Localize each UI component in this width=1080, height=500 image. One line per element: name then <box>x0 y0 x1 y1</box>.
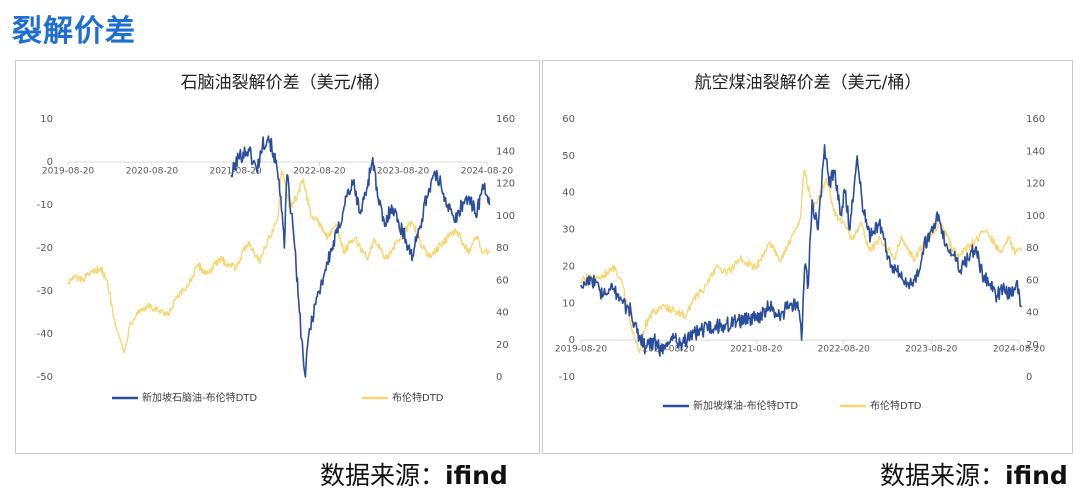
y-left-tick-label: 30 <box>562 225 575 236</box>
y-left-tick-label: -40 <box>37 329 53 340</box>
legend-label: 新加坡煤油-布伦特DTD <box>693 399 798 412</box>
y-right-tick-label: 40 <box>496 308 509 319</box>
source-label: 数据来源： <box>880 461 1006 490</box>
y-right-tick-label: 40 <box>1026 308 1039 319</box>
x-tick-label: 2023-08-20 <box>377 167 430 177</box>
y-right-tick-label: 20 <box>496 340 509 351</box>
data-source-right: 数据来源：ifind <box>880 456 1068 492</box>
y-left-tick-label: 0 <box>569 335 575 346</box>
x-tick-label: 2019-08-20 <box>555 345 608 355</box>
y-right-tick-label: 160 <box>496 114 515 125</box>
jet-fuel-crack-chart: 航空煤油裂解价差（美元/桶） 2019-08-20 2020-08-20 2021-0… <box>555 73 1046 412</box>
y-left-tick-label: 10 <box>562 298 575 309</box>
y-right-tick-label: 120 <box>496 179 515 190</box>
y-right-tick-label: 0 <box>496 372 502 383</box>
y-right-tick-label: 140 <box>1026 146 1045 157</box>
y-left-tick-label: -10 <box>559 372 575 383</box>
y-right-tick-label: 140 <box>496 146 515 157</box>
series-line-brent <box>580 169 1023 354</box>
y-right-tick-label: 0 <box>1026 372 1032 383</box>
chart-title: 石脑油裂解价差（美元/桶） <box>181 73 391 93</box>
y-left-tick-label: -10 <box>37 200 53 211</box>
legend-label: 新加坡石脑油-布伦特DTD <box>142 391 257 404</box>
chart-title: 航空煤油裂解价差（美元/桶） <box>695 73 922 93</box>
y-right-tick-label: 160 <box>1026 114 1045 125</box>
legend-label: 布伦特DTD <box>870 399 922 412</box>
y-left-tick-label: 50 <box>562 151 575 162</box>
x-tick-label: 2020-08-20 <box>126 167 179 177</box>
y-left-tick-label: 20 <box>562 261 575 272</box>
x-tick-label: 2024-08-20 <box>461 167 514 177</box>
source-value: ifind <box>445 461 508 490</box>
x-tick-label: 2023-08-20 <box>905 345 958 355</box>
naphtha-crack-chart: 石脑油裂解价差（美元/桶） 2019-08-20 2020-08-20 2021-08… <box>37 73 515 404</box>
y-right-tick-label: 100 <box>1026 211 1045 222</box>
x-tick-label: 2019-08-20 <box>42 167 95 177</box>
legend-label: 布伦特DTD <box>392 391 444 404</box>
series-line-brent <box>67 169 491 354</box>
source-value: ifind <box>1005 461 1068 490</box>
y-right-tick-label: 80 <box>496 243 509 254</box>
x-tick-label: 2021-08-20 <box>730 345 783 355</box>
y-left-tick-label: -20 <box>37 243 53 254</box>
series-line-crack-spread <box>580 144 1023 357</box>
y-left-tick-label: -50 <box>37 372 53 383</box>
x-tick-label: 2021-08-20 <box>209 167 262 177</box>
x-tick-label: 2022-08-20 <box>293 167 346 177</box>
series-line-crack-spread <box>230 135 491 378</box>
x-tick-label: 2022-08-20 <box>818 345 871 355</box>
y-left-tick-label: 60 <box>562 114 575 125</box>
y-left-tick-label: -30 <box>37 286 53 297</box>
x-tick-label: 2024-08-20 <box>993 345 1046 355</box>
y-right-tick-label: 20 <box>1026 340 1039 351</box>
naphtha-crack-chart-panel: 石脑油裂解价差（美元/桶） 2019-08-20 2020-08-20 2021-08… <box>15 60 540 454</box>
y-left-tick-label: 40 <box>562 188 575 199</box>
x-tick-label: 2020-08-20 <box>643 345 696 355</box>
y-right-tick-label: 60 <box>1026 275 1039 286</box>
jet-fuel-crack-chart-panel: 航空煤油裂解价差（美元/桶） 2019-08-20 2020-08-20 2021-0… <box>542 60 1073 454</box>
y-left-tick-label: 0 <box>47 157 53 168</box>
y-left-tick-label: 10 <box>40 114 53 125</box>
y-right-tick-label: 100 <box>496 211 515 222</box>
source-label: 数据来源： <box>320 461 446 490</box>
y-right-tick-label: 120 <box>1026 179 1045 190</box>
data-source-left: 数据来源：ifind <box>320 456 508 492</box>
y-right-tick-label: 60 <box>496 275 509 286</box>
page-title: 裂解价差 <box>12 14 136 49</box>
y-right-tick-label: 80 <box>1026 243 1039 254</box>
